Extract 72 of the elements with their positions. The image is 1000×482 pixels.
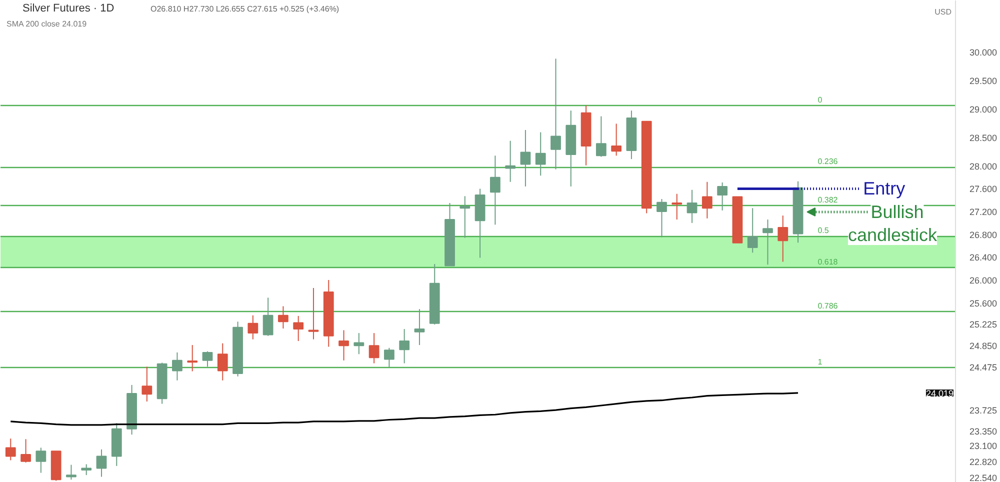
candlestick (414, 308, 425, 346)
candlestick (20, 438, 31, 464)
candlestick (66, 464, 76, 480)
y-tick-label: 28.000 (970, 161, 998, 172)
candlestick (172, 352, 182, 381)
candlestick (611, 123, 622, 156)
y-tick-label: 28.500 (970, 132, 998, 143)
y-tick-label: 23.725 (970, 405, 998, 416)
y-tick-label: 25.225 (970, 320, 998, 330)
y-tick-label: 24.475 (970, 362, 998, 372)
candlestick (202, 350, 213, 368)
y-tick-label: 29.500 (970, 76, 998, 86)
annotation: 0.5 (818, 226, 830, 236)
candlestick (248, 314, 258, 340)
y-tick-label: 22.820 (970, 456, 998, 467)
text: 24.019 (926, 388, 954, 398)
candlestick (308, 287, 319, 340)
legend-label: Entry (863, 178, 906, 199)
text: O26.810 H27.730 L26.655 C27.615 +0.525 (+3.46%) (150, 4, 340, 14)
candlestick (384, 347, 394, 368)
annotation: 0.786 (818, 301, 838, 310)
candlestick (278, 306, 288, 329)
y-tick-label: 22.540 (970, 472, 998, 482)
candlestick (217, 342, 228, 381)
candlestick (596, 116, 606, 158)
candlestick (293, 315, 304, 342)
candlestick (762, 219, 773, 266)
annotation: 0.236 (818, 157, 838, 166)
y-tick-label: 30.000 (970, 47, 998, 58)
candlestick (656, 198, 667, 238)
candlestick (460, 196, 470, 238)
y-tick-label: 23.350 (970, 426, 998, 437)
y-tick-label: 26.400 (970, 252, 998, 263)
annotation: 0.382 (818, 195, 838, 204)
y-tick-label: 25.600 (970, 298, 998, 308)
candlestick (96, 448, 107, 478)
candlestick (717, 182, 728, 211)
candlestick (5, 438, 16, 461)
candlestick (399, 328, 410, 364)
y-tick-label: 26.800 (970, 230, 998, 240)
candlestick (262, 297, 274, 336)
y-tick-label: 26.000 (970, 276, 998, 286)
annotation: 0 (818, 95, 823, 104)
text: USD (934, 8, 952, 16)
candlestick (686, 189, 698, 224)
candlestick (187, 344, 198, 372)
candlestick (368, 332, 380, 364)
candlestick (81, 464, 92, 476)
y-tick-label: 23.100 (970, 440, 998, 451)
candlestick (778, 215, 788, 262)
candlestick (550, 58, 561, 170)
y-tick-label: 29.000 (970, 104, 998, 114)
candlestick (702, 181, 712, 219)
candlestick (672, 193, 682, 220)
candlestick (505, 140, 516, 182)
y-tick-label: 27.600 (970, 184, 998, 194)
y-tick-label: 24.850 (970, 341, 998, 352)
annotation: 0.618 (818, 257, 838, 266)
candlestick (142, 366, 152, 402)
candlestick (354, 332, 364, 355)
candlestick (338, 330, 349, 361)
candlestick (520, 129, 531, 187)
candlestick (36, 447, 46, 474)
chart-title: Silver Futures · 1D (22, 2, 114, 14)
line-series (10, 392, 799, 426)
candlestick (490, 155, 500, 226)
candlestick (747, 208, 758, 254)
annotation: SMA 200 close 24.019 (6, 20, 88, 28)
candlestick (535, 132, 546, 176)
annotation: 1 (818, 357, 823, 366)
y-tick-label: 27.200 (970, 207, 998, 218)
text: Bullish candlestick (848, 202, 938, 245)
